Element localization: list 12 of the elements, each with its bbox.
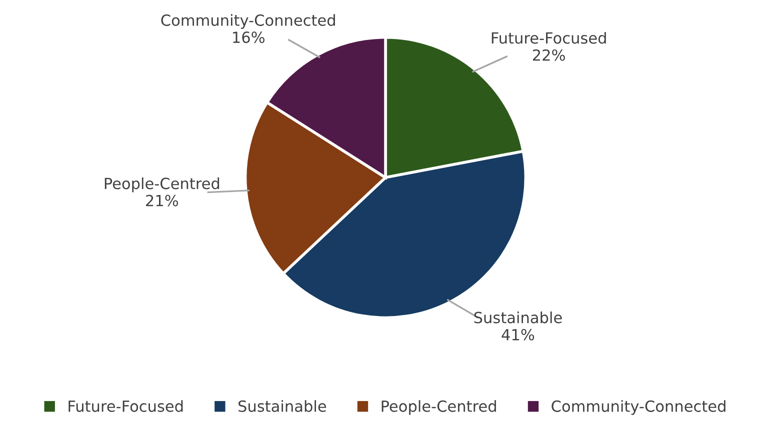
slice-label: Sustainable (474, 311, 562, 324)
data-label: 16% (233, 32, 264, 44)
slice-label: Future-Focused (492, 32, 606, 44)
legend-label: Community-Connected (552, 400, 726, 415)
slice-label: Community-Connected (161, 14, 335, 29)
legend-label: People-Centred (382, 400, 496, 415)
data-label: 21% (146, 194, 178, 206)
legend-label: Sustainable (238, 400, 326, 412)
slice-label: People-Centred (104, 177, 220, 192)
data-label: 41% (502, 328, 534, 340)
data-label: 22% (532, 49, 565, 61)
legend-label: Future-Focused (68, 400, 183, 412)
